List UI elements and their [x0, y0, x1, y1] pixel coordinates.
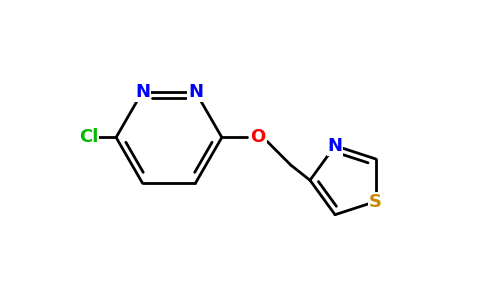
Text: Cl: Cl [79, 128, 98, 146]
Text: N: N [188, 82, 203, 100]
Text: N: N [328, 137, 343, 155]
Text: S: S [369, 193, 382, 211]
Text: O: O [251, 128, 266, 146]
Text: N: N [135, 82, 150, 100]
